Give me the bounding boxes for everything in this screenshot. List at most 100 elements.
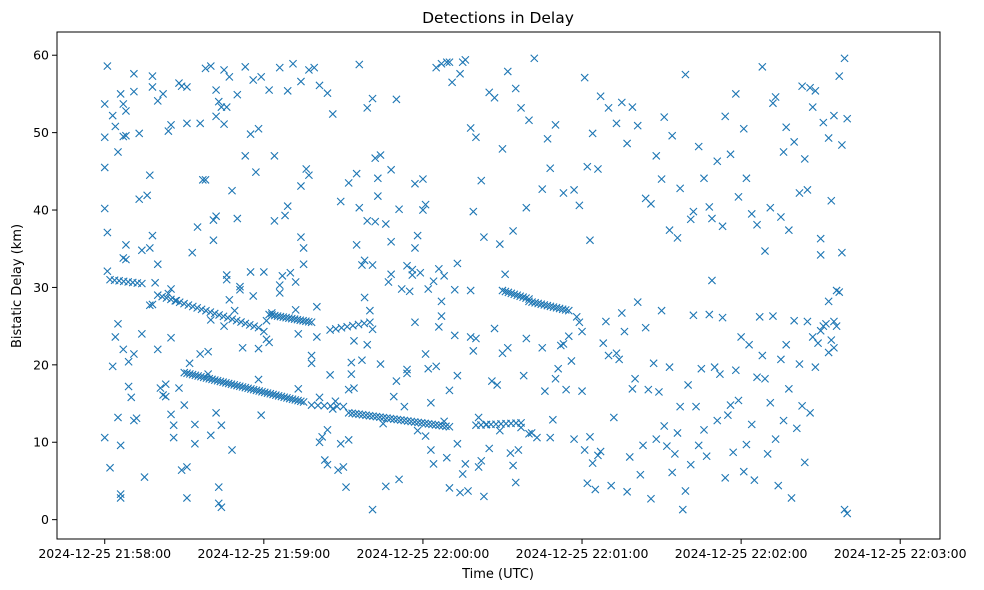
data-point-marker — [140, 473, 149, 482]
data-point-marker — [501, 270, 510, 279]
data-point-marker — [328, 110, 337, 119]
data-point-marker — [639, 441, 648, 450]
data-point-marker — [753, 373, 762, 382]
data-point-marker — [355, 60, 364, 69]
data-point-marker — [718, 222, 727, 231]
data-point-marker — [668, 468, 677, 477]
data-point-marker — [670, 449, 679, 458]
data-point-marker — [652, 435, 661, 444]
data-point-marker — [307, 318, 316, 327]
data-point-marker — [471, 133, 480, 142]
data-point-marker — [806, 83, 815, 92]
data-point-marker — [393, 415, 402, 424]
y-tick-label: 0 — [41, 512, 49, 527]
data-point-marker — [729, 448, 738, 457]
data-point-marker — [474, 463, 483, 472]
data-point-marker — [601, 317, 610, 326]
data-point-marker — [375, 413, 384, 422]
y-tick-label: 40 — [33, 203, 49, 218]
data-point-marker — [254, 124, 263, 133]
data-point-marker — [707, 214, 716, 223]
data-point-marker — [400, 416, 409, 425]
data-point-marker — [167, 120, 176, 129]
data-point-marker — [509, 226, 518, 235]
data-point-marker — [665, 226, 674, 235]
data-point-marker — [304, 317, 313, 326]
data-point-marker — [182, 463, 191, 472]
x-tick-label: 2024-12-25 22:03:00 — [834, 546, 967, 561]
data-point-marker — [270, 216, 279, 225]
data-point-marker — [108, 111, 117, 120]
data-point-marker — [495, 240, 504, 249]
data-point-marker — [148, 82, 157, 91]
data-point-marker — [731, 366, 740, 375]
data-point-marker — [694, 142, 703, 151]
data-point-marker — [657, 306, 666, 315]
data-point-marker — [583, 162, 592, 171]
data-point-marker — [551, 120, 560, 129]
data-point-marker — [555, 304, 564, 313]
data-point-marker — [410, 417, 419, 426]
data-point-marker — [734, 396, 743, 405]
data-point-marker — [212, 408, 221, 417]
data-point-marker — [214, 97, 223, 106]
data-point-marker — [458, 469, 467, 478]
data-point-marker — [410, 243, 419, 252]
data-point-marker — [479, 233, 488, 242]
data-point-marker — [564, 306, 573, 315]
data-point-marker — [349, 336, 358, 345]
y-tick-label: 30 — [33, 280, 49, 295]
data-point-marker — [585, 236, 594, 245]
data-point-marker — [278, 271, 287, 280]
data-point-marker — [347, 358, 356, 367]
data-point-marker — [228, 445, 236, 454]
data-point-marker — [381, 482, 390, 491]
data-point-marker — [442, 58, 451, 67]
data-point-marker — [283, 86, 292, 95]
data-point-marker — [158, 292, 167, 301]
data-point-marker — [233, 90, 242, 99]
data-point-marker — [448, 78, 457, 87]
data-point-marker — [464, 487, 472, 495]
data-point-marker — [641, 323, 650, 332]
data-point-marker — [525, 429, 533, 438]
data-point-marker — [803, 185, 812, 194]
data-point-marker — [403, 417, 412, 425]
data-point-marker — [471, 334, 480, 343]
data-point-marker — [832, 322, 841, 331]
y-tick-label: 50 — [33, 125, 49, 140]
data-point-marker — [644, 385, 653, 394]
data-point-marker — [681, 487, 690, 495]
data-point-marker — [103, 62, 112, 71]
data-point-marker — [578, 327, 587, 336]
data-point-marker — [806, 408, 815, 417]
data-point-marker — [167, 333, 176, 342]
data-point-marker — [103, 267, 112, 276]
data-point-marker — [323, 89, 332, 98]
data-point-marker — [531, 298, 540, 307]
data-point-marker — [445, 58, 454, 67]
data-point-marker — [148, 231, 157, 240]
data-point-marker — [215, 310, 224, 319]
data-point-marker — [307, 359, 316, 368]
data-point-marker — [344, 385, 353, 394]
data-point-marker — [119, 132, 128, 141]
data-point-marker — [441, 422, 450, 431]
chart-title: Detections in Delay — [422, 9, 574, 27]
data-point-marker — [739, 124, 748, 133]
data-point-marker — [837, 141, 846, 149]
data-point-marker — [193, 303, 202, 312]
data-point-marker — [392, 377, 401, 386]
data-point-marker — [355, 410, 364, 419]
data-point-marker — [241, 151, 250, 160]
data-point-marker — [625, 452, 634, 461]
data-point-marker — [250, 322, 259, 331]
data-point-marker — [424, 419, 433, 428]
data-point-marker — [681, 70, 690, 79]
data-point-marker — [726, 150, 735, 159]
data-point-marker — [235, 282, 244, 291]
data-point-marker — [633, 298, 642, 307]
data-point-marker — [257, 411, 266, 420]
data-point-marker — [477, 456, 486, 465]
data-point-marker — [660, 422, 669, 430]
